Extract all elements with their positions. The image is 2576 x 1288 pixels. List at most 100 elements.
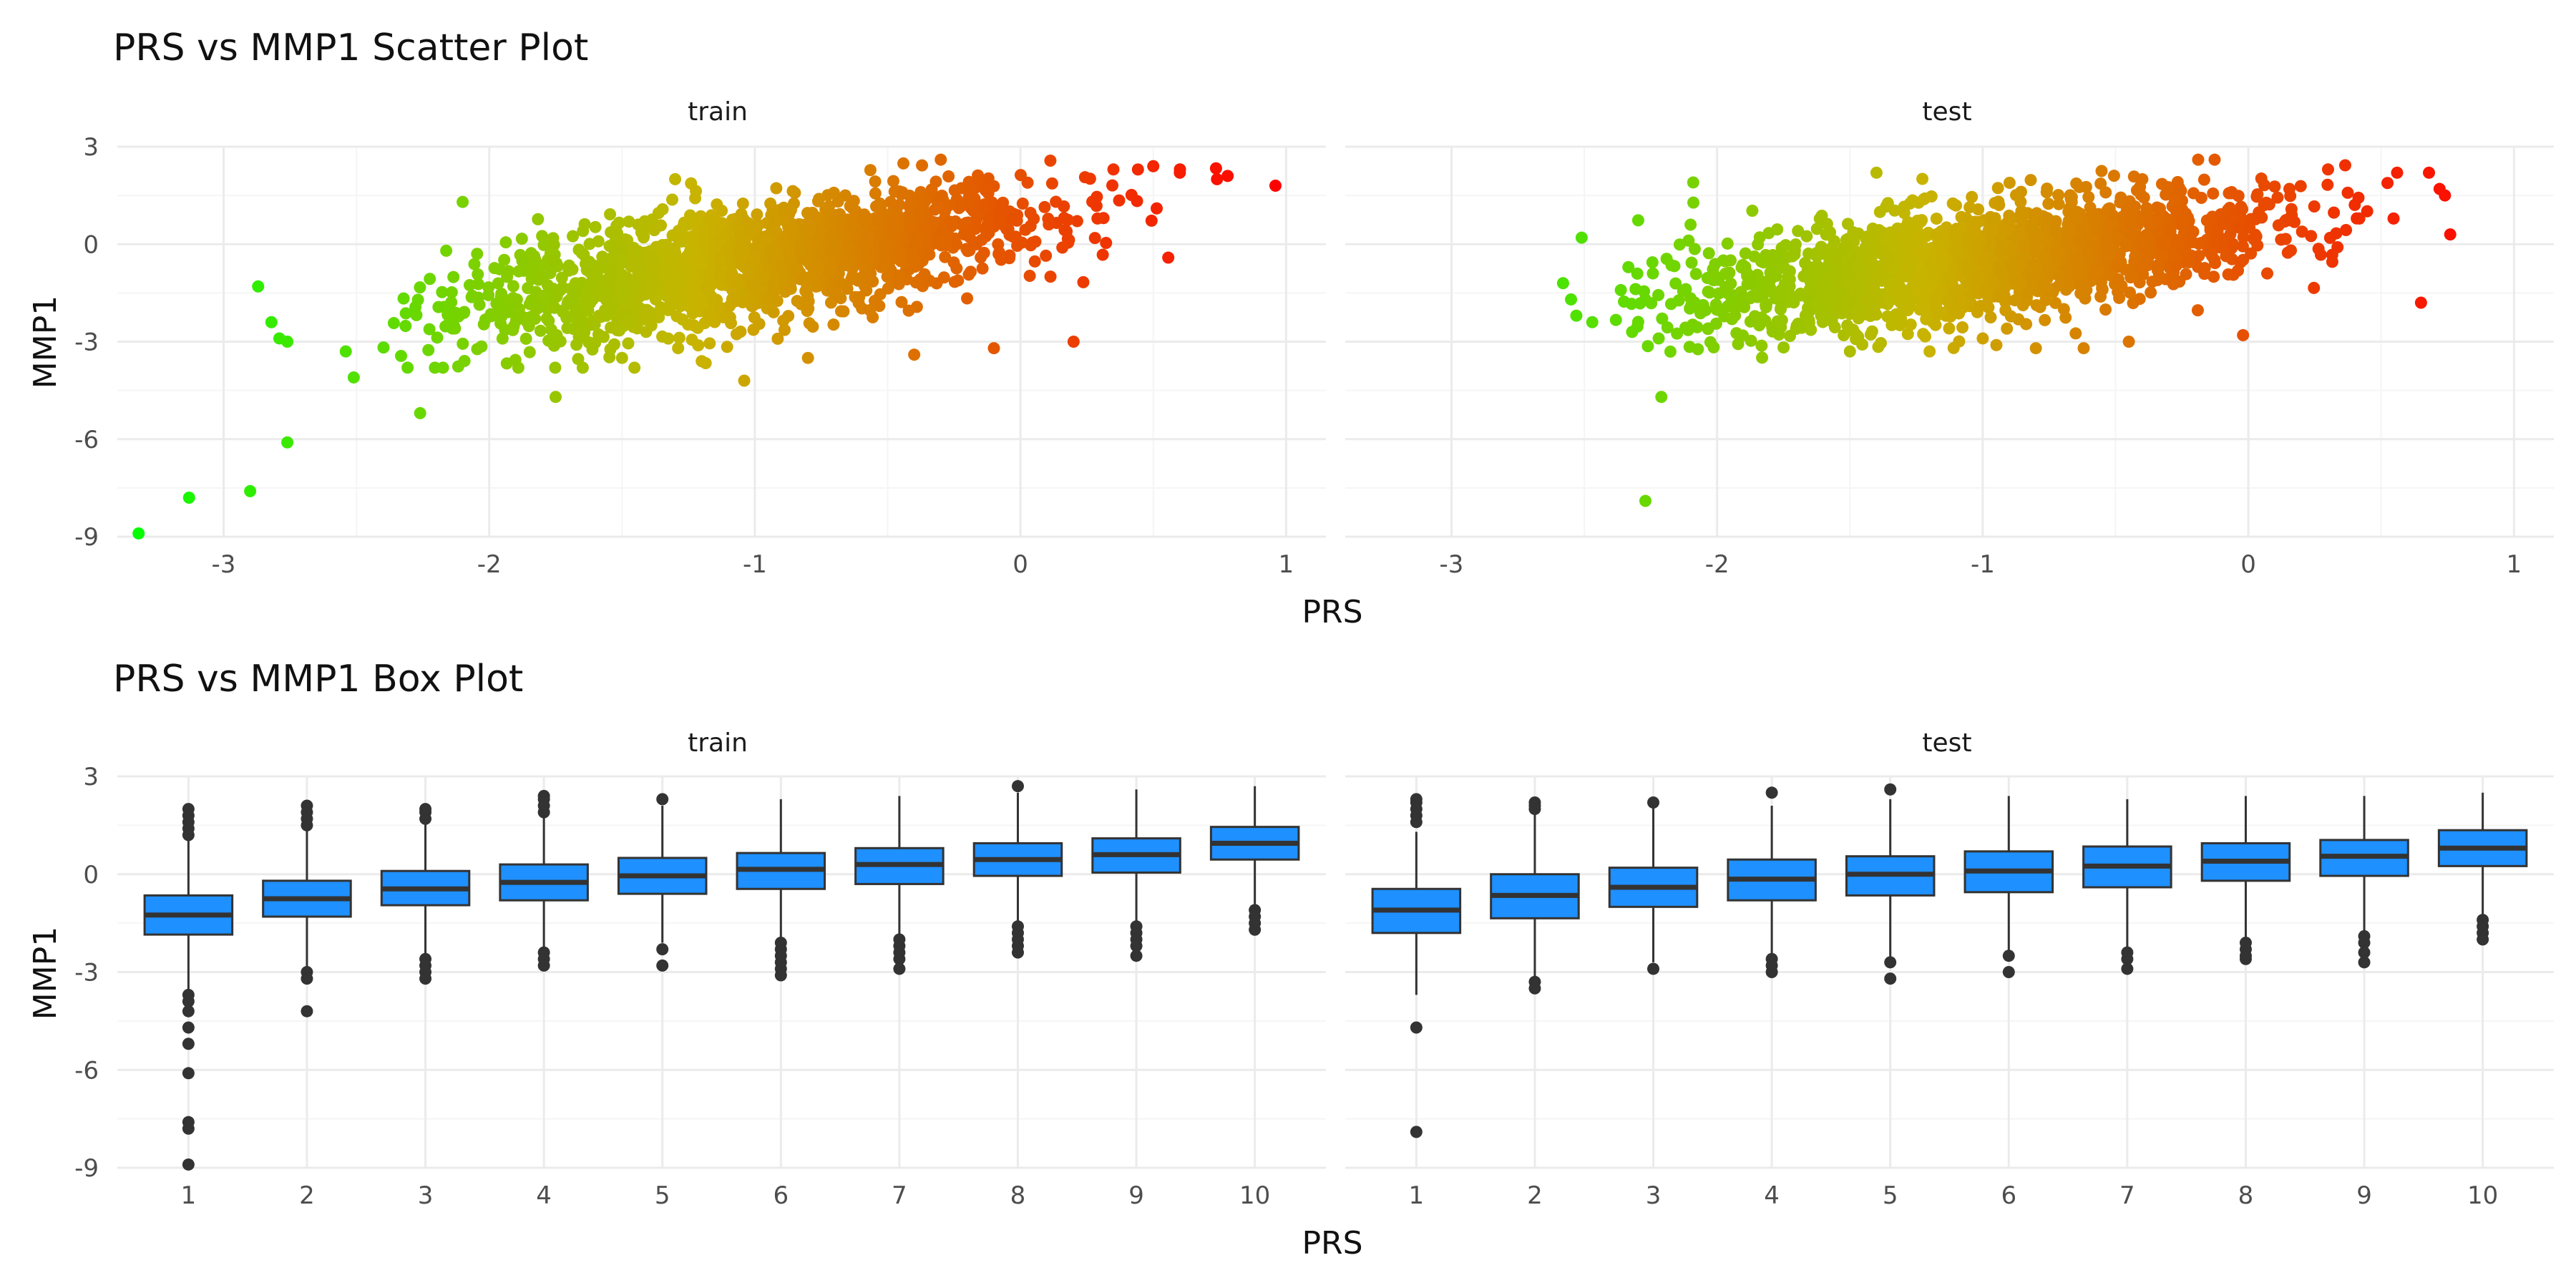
scatter-point-test bbox=[2025, 222, 2038, 235]
box-outlier bbox=[182, 1122, 195, 1135]
scatter-point-test bbox=[2321, 178, 2334, 191]
scatter-point-train bbox=[977, 201, 990, 214]
scatter-point-test bbox=[2237, 328, 2250, 341]
scatter-point-test bbox=[2172, 239, 2185, 252]
scatter-point-test bbox=[1899, 228, 1912, 241]
scatter-point-train bbox=[816, 234, 829, 247]
scatter-point-train bbox=[975, 251, 987, 264]
scatter-point-test bbox=[1937, 252, 1950, 265]
box-outlier bbox=[2002, 950, 2015, 962]
scatter-point-test bbox=[1688, 296, 1701, 309]
scatter-point-test bbox=[2381, 177, 2394, 190]
scatter-point-train bbox=[522, 282, 535, 295]
scatter-point-test bbox=[1645, 297, 1658, 310]
scatter-point-test bbox=[1893, 252, 1906, 265]
scatter-point-train bbox=[595, 311, 608, 323]
scatter-point-train bbox=[785, 225, 798, 238]
scatter-point-train bbox=[569, 277, 582, 290]
scatter-point-train bbox=[698, 223, 711, 236]
scatter-point-train bbox=[723, 300, 736, 313]
box-outlier bbox=[1249, 923, 1262, 936]
scatter-point-train bbox=[623, 215, 635, 228]
scatter-point-train bbox=[608, 251, 620, 264]
box-x-tick-train: 4 bbox=[536, 1181, 552, 1210]
scatter-point-train bbox=[859, 253, 872, 265]
scatter-point-train bbox=[786, 185, 799, 197]
scatter-point-train bbox=[878, 237, 891, 250]
scatter-point-train bbox=[281, 436, 294, 449]
scatter-point-train bbox=[686, 250, 699, 263]
box-outlier bbox=[1884, 783, 1897, 796]
scatter-point-test bbox=[1687, 176, 1699, 189]
grid-layer bbox=[117, 145, 2554, 1169]
scatter-point-test bbox=[1989, 278, 2001, 291]
scatter-point-train bbox=[976, 262, 989, 275]
scatter-point-test bbox=[1983, 241, 1996, 254]
scatter-point-test bbox=[1805, 323, 1818, 336]
scatter-point-test bbox=[1948, 245, 1961, 258]
scatter-point-train bbox=[525, 294, 538, 307]
scatter-point-train bbox=[516, 255, 529, 268]
scatter-point-test bbox=[1575, 231, 1588, 244]
scatter-point-test bbox=[2268, 180, 2281, 193]
box-test-7 bbox=[2082, 799, 2172, 975]
scatter-point-test bbox=[2113, 291, 2126, 304]
scatter-point-train bbox=[1005, 212, 1018, 225]
scatter-point-test bbox=[1702, 322, 1714, 335]
scatter-point-test bbox=[2020, 318, 2033, 331]
scatter-point-train bbox=[771, 332, 784, 345]
scatter-point-train bbox=[589, 286, 602, 299]
scatter-point-test bbox=[2053, 278, 2066, 291]
scatter-point-train bbox=[637, 231, 650, 244]
scatter-point-train bbox=[475, 340, 488, 353]
box-y-tick: -3 bbox=[74, 959, 99, 987]
scatter-point-train bbox=[439, 320, 452, 333]
scatter-point-test bbox=[2110, 231, 2123, 244]
box-outlier bbox=[301, 1005, 313, 1018]
scatter-point-test bbox=[2272, 219, 2285, 232]
scatter-point-test bbox=[1865, 255, 1878, 268]
scatter-point-test bbox=[2067, 207, 2080, 220]
scatter-point-test bbox=[1984, 311, 1997, 323]
scatter-point-test bbox=[1707, 341, 1720, 353]
scatter-point-train bbox=[632, 261, 645, 274]
scatter-point-test bbox=[2082, 245, 2094, 258]
scatter-point-test bbox=[1756, 351, 1769, 364]
scatter-point-test bbox=[2243, 221, 2256, 234]
scatter-point-train bbox=[431, 331, 444, 344]
scatter-point-test bbox=[1625, 298, 1638, 311]
scatter-point-train bbox=[837, 305, 850, 318]
scatter-point-test bbox=[2192, 153, 2205, 166]
scatter-point-train bbox=[640, 326, 653, 338]
scatter-point-test bbox=[2107, 170, 2120, 182]
scatter-point-train bbox=[447, 270, 460, 283]
scatter-point-train bbox=[747, 323, 760, 336]
scatter-point-test bbox=[2308, 200, 2321, 213]
scatter-point-test bbox=[2224, 228, 2237, 240]
scatter-point-test bbox=[1930, 309, 1943, 322]
scatter-point-test bbox=[1688, 243, 1701, 255]
scatter-point-test bbox=[2253, 206, 2265, 219]
scatter-point-train bbox=[529, 253, 542, 266]
scatter-point-train bbox=[414, 281, 426, 294]
scatter-point-train bbox=[603, 351, 616, 364]
scatter-point-train bbox=[696, 355, 708, 368]
box-outlier bbox=[182, 1005, 195, 1018]
scatter-point-train bbox=[628, 361, 641, 374]
box-y-tick: 0 bbox=[83, 861, 99, 889]
scatter-point-test bbox=[1916, 243, 1929, 255]
scatter-point-train bbox=[688, 297, 701, 310]
scatter-point-test bbox=[1870, 308, 1883, 321]
box-train-4 bbox=[499, 789, 589, 972]
scatter-point-train bbox=[713, 235, 726, 248]
scatter-point-test bbox=[1661, 321, 1674, 334]
scatter-point-train bbox=[1147, 160, 1160, 172]
box-train-2 bbox=[262, 799, 352, 1018]
box-outlier bbox=[656, 943, 669, 956]
scatter-point-test bbox=[2052, 197, 2065, 210]
scatter-point-test bbox=[1710, 270, 1723, 283]
scatter-point-test bbox=[1820, 261, 1833, 274]
scatter-point-test bbox=[1928, 270, 1941, 283]
scatter-point-train bbox=[860, 284, 873, 297]
scatter-point-train bbox=[869, 187, 882, 200]
